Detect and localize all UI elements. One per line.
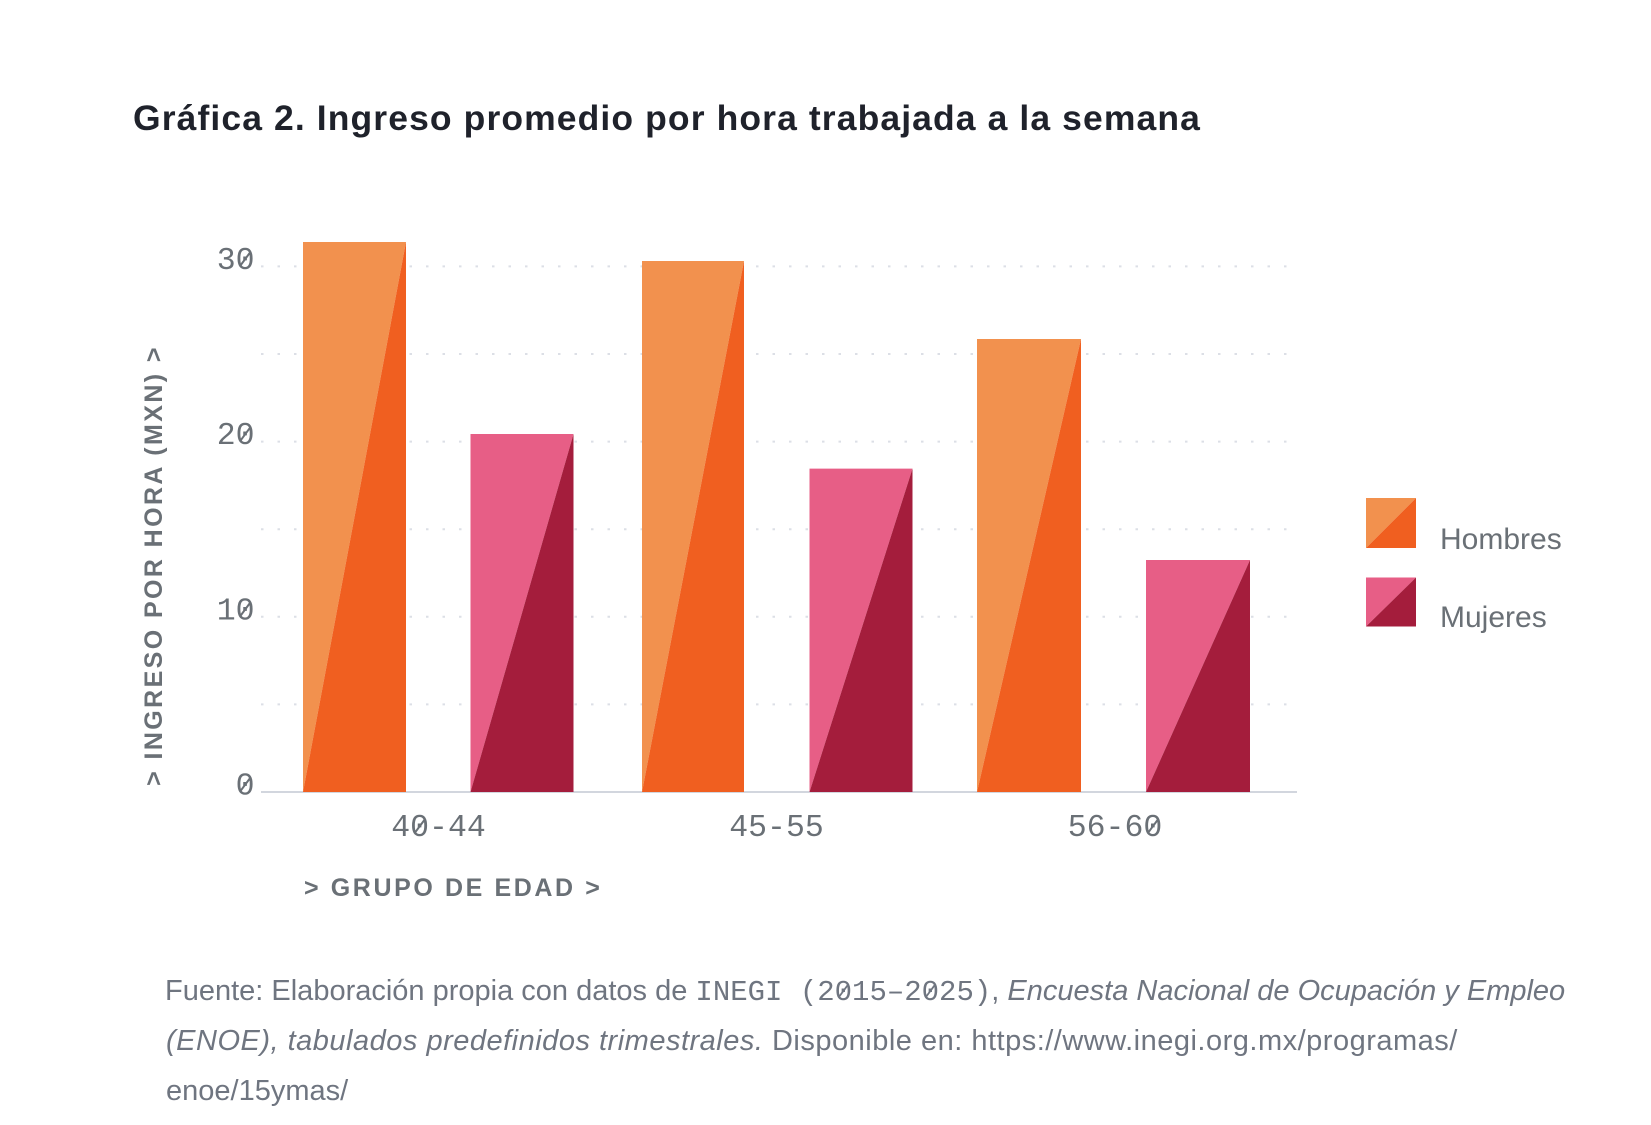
svg-text:enoe/15ymas/: enoe/15ymas/ xyxy=(166,1075,349,1107)
svg-text:Fuente: Elaboración propia con: Fuente: Elaboración propia con datos de … xyxy=(165,975,1565,1009)
svg-text:(ENOE), tabulados predefinidos: (ENOE), tabulados predefinidos trimestra… xyxy=(166,1025,1458,1057)
svg-text:56-60: 56-60 xyxy=(1068,811,1163,846)
svg-text:10: 10 xyxy=(217,594,255,629)
svg-text:0: 0 xyxy=(236,770,255,805)
svg-text:> INGRESO POR HORA (MXN) >: > INGRESO POR HORA (MXN) > xyxy=(140,345,168,786)
svg-text:Mujeres: Mujeres xyxy=(1440,601,1547,634)
svg-text:40-44: 40-44 xyxy=(391,811,486,846)
svg-text:Hombres: Hombres xyxy=(1440,523,1562,556)
svg-text:> GRUPO DE EDAD >: > GRUPO DE EDAD > xyxy=(304,874,602,902)
svg-text:30: 30 xyxy=(217,244,255,279)
svg-text:Gráfica 2. Ingreso promedio po: Gráfica 2. Ingreso promedio por hora tra… xyxy=(133,98,1201,138)
svg-text:20: 20 xyxy=(217,419,255,454)
svg-text:45-55: 45-55 xyxy=(729,811,824,846)
